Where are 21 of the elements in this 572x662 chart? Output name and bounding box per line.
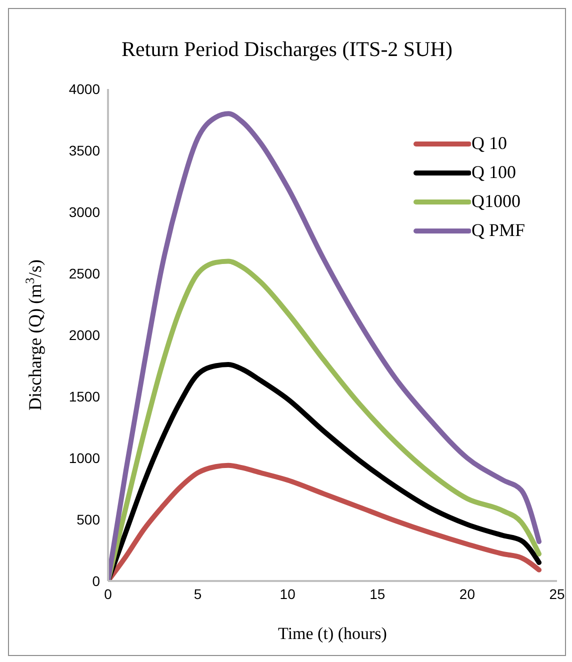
- legend-label: Q 10: [471, 133, 507, 154]
- x-tick-label: 20: [459, 586, 476, 602]
- y-tick-label: 3500: [68, 142, 100, 158]
- x-tick-label: 10: [280, 586, 296, 602]
- x-tick-label: 25: [549, 586, 565, 602]
- y-tick-label: 4000: [68, 80, 100, 97]
- legend-label: Q1000: [471, 191, 520, 212]
- y-tick-label: 0: [92, 572, 100, 589]
- x-axis-title: Time (t) (hours): [278, 624, 387, 643]
- y-tick-label: 1500: [68, 388, 100, 404]
- y-tick-label: 1000: [68, 450, 100, 466]
- legend-label: Q 100: [471, 162, 516, 183]
- legend-label: Q PMF: [471, 220, 525, 241]
- x-tick-label: 0: [104, 586, 112, 602]
- y-tick-label: 2000: [68, 326, 100, 343]
- x-tick-label: 15: [370, 586, 386, 602]
- y-tick-label: 2500: [68, 265, 100, 282]
- y-tick-label: 3000: [68, 204, 100, 220]
- chart-title: Return Period Discharges (ITS-2 SUH): [120, 37, 454, 62]
- x-tick-label: 5: [194, 586, 202, 602]
- y-tick-label: 500: [76, 511, 100, 528]
